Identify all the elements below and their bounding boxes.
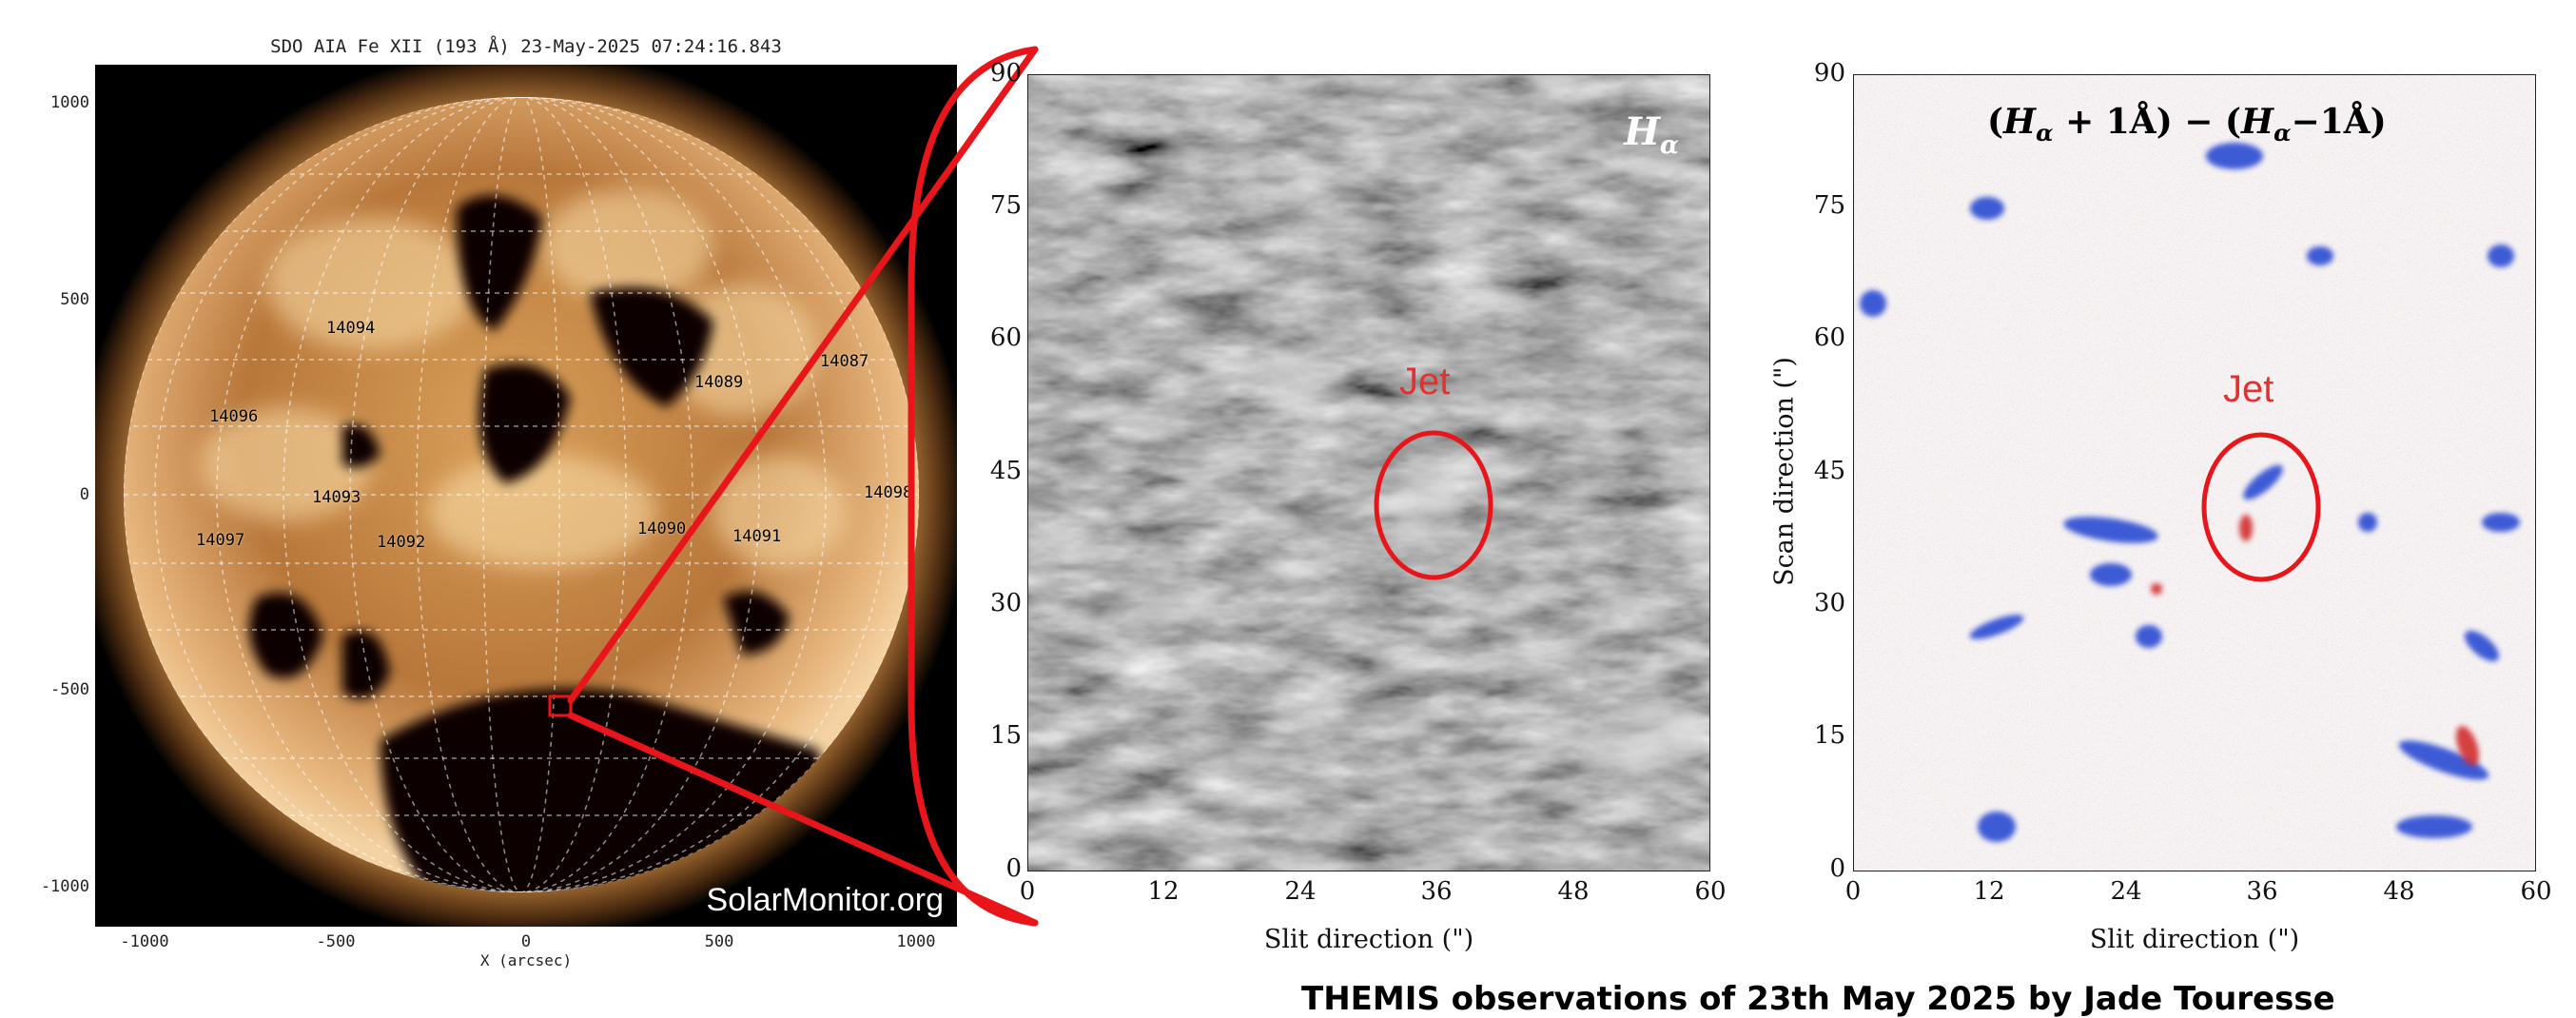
ar-14096: 14096: [209, 407, 259, 426]
diff-image: (Hα + 1Å) − (Hα−1Å) Jet: [1853, 74, 2536, 871]
ar-14089: 14089: [694, 373, 744, 392]
ar-14097: 14097: [196, 531, 245, 550]
halpha-y-tick: 90: [989, 59, 1022, 88]
halpha-y-tick: 75: [989, 191, 1022, 220]
sun-panel-title: SDO AIA Fe XII (193 Å) 23-May-2025 07:24…: [270, 36, 782, 57]
halpha-x-tick: 24: [1284, 877, 1317, 906]
diff-x-tick: 12: [1973, 877, 2005, 906]
diff-jet-label: Jet: [2223, 368, 2274, 410]
diff-texture: [1854, 75, 2535, 871]
diff-y-tick: 30: [1813, 589, 1845, 617]
ar-14094: 14094: [326, 319, 376, 338]
sun-image: 14094 14096 14089 14087 14093 14097 1409…: [95, 65, 957, 927]
halpha-x-tick: 0: [1019, 877, 1036, 906]
halpha-image: Hα Jet: [1027, 74, 1710, 871]
halpha-x-tick: 48: [1557, 877, 1590, 906]
diff-x-tick: 60: [2520, 877, 2552, 906]
diff-y-tick: 45: [1813, 457, 1845, 485]
sun-x-tick: 500: [704, 932, 734, 951]
diff-y-tick: 60: [1813, 323, 1845, 352]
halpha-y-tick: 15: [989, 721, 1022, 750]
diff-x-axis-label: Slit direction ("): [2089, 925, 2300, 954]
diff-panel-title: (Hα + 1Å) − (Hα−1Å): [1987, 102, 2387, 147]
sun-x-tick: 1000: [896, 932, 936, 951]
diff-x-tick: 48: [2383, 877, 2415, 906]
ar-14092: 14092: [377, 533, 426, 552]
sun-y-tick: -1000: [40, 877, 89, 896]
selection-box: [548, 695, 573, 717]
diff-jet-circle: [2201, 432, 2321, 582]
diff-y-tick: 90: [1813, 59, 1845, 88]
halpha-jet-circle: [1374, 430, 1493, 580]
diff-y-axis-label: Scan direction ("): [1769, 357, 1800, 586]
diff-y-tick: 15: [1813, 721, 1845, 750]
diff-x-tick: 0: [1844, 877, 1862, 906]
sun-y-tick: 0: [79, 485, 89, 504]
sun-x-tick: -500: [316, 932, 356, 951]
sun-y-tick: 500: [60, 290, 89, 309]
watermark: SolarMonitor.org: [706, 882, 944, 918]
sun-y-tick: -500: [50, 680, 89, 699]
ar-14093: 14093: [312, 488, 361, 507]
sun-y-tick: 1000: [50, 93, 89, 112]
sun-disk-graphic: [95, 65, 957, 927]
sun-x-tick: 0: [520, 932, 532, 951]
diff-y-tick: 75: [1813, 191, 1845, 220]
halpha-panel-title: Hα: [1624, 109, 1679, 160]
halpha-jet-label: Jet: [1399, 361, 1451, 402]
halpha-y-tick: 0: [1005, 854, 1022, 883]
figure-caption: THEMIS observations of 23th May 2025 by …: [1301, 980, 2335, 1018]
halpha-y-tick: 45: [989, 457, 1022, 485]
halpha-y-tick: 30: [989, 589, 1022, 617]
halpha-texture: [1028, 75, 1709, 871]
halpha-x-axis-label: Slit direction ("): [1263, 925, 1474, 954]
diff-y-tick: 0: [1829, 854, 1845, 883]
ar-14091: 14091: [732, 527, 782, 546]
sun-x-axis-label: X (arcsec): [479, 951, 573, 969]
halpha-x-tick: 60: [1694, 877, 1727, 906]
ar-14090: 14090: [637, 519, 687, 538]
ar-14087: 14087: [820, 352, 869, 371]
sun-x-tick: -1000: [120, 932, 169, 951]
halpha-x-tick: 12: [1147, 877, 1180, 906]
ar-14098: 14098: [864, 483, 913, 502]
halpha-x-tick: 36: [1420, 877, 1453, 906]
diff-x-tick: 36: [2246, 877, 2278, 906]
diff-x-tick: 24: [2110, 877, 2142, 906]
halpha-y-tick: 60: [989, 323, 1022, 352]
